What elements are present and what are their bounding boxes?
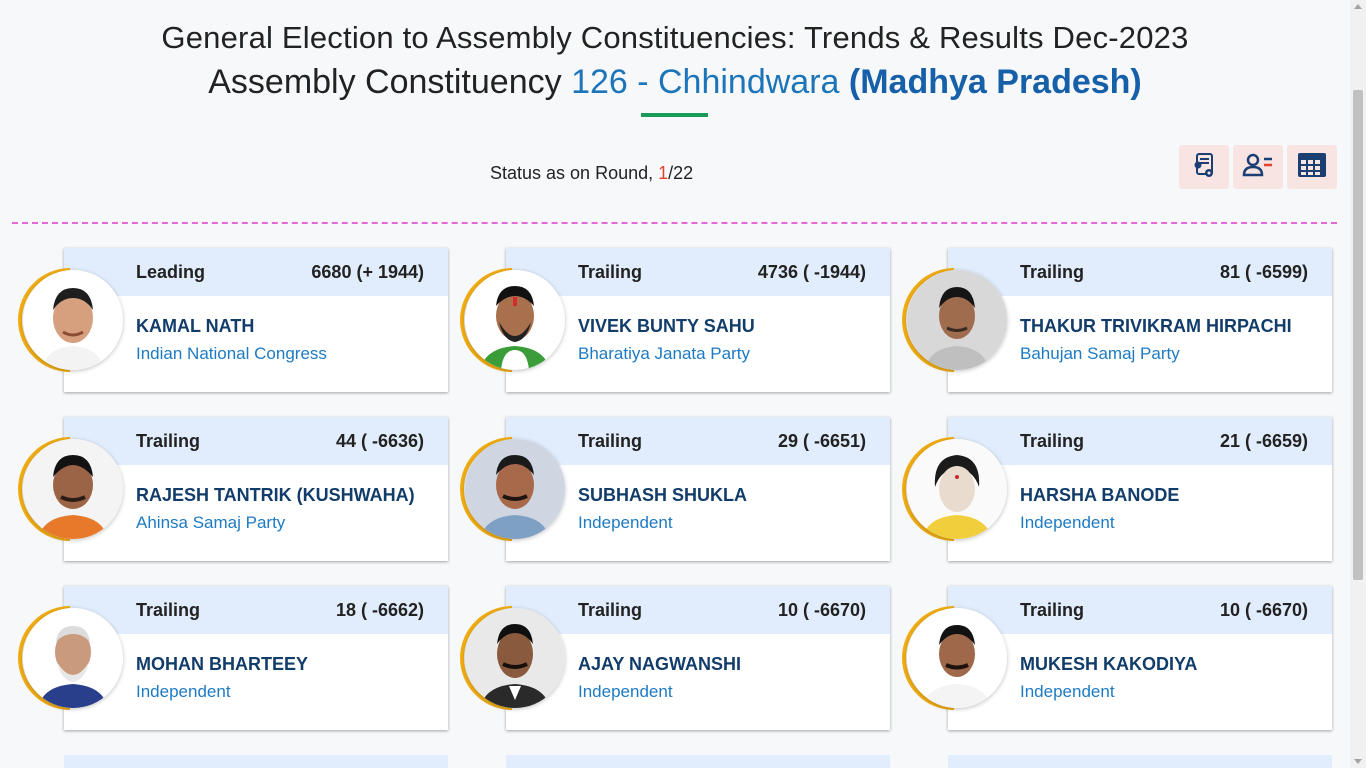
candidate-party: Independent	[578, 513, 673, 532]
candidate-party: Bharatiya Janata Party	[578, 344, 750, 363]
candidate-card[interactable]: Trailing 29 ( -6651) SUBHASH SHUKLA Inde…	[438, 415, 890, 563]
candidate-status: Leading	[136, 262, 206, 282]
candidate-votes: 6680 (+ 1944)	[311, 262, 424, 282]
candidate-photo	[465, 270, 565, 370]
candidate-photo	[23, 270, 123, 370]
candidate-photo	[907, 270, 1007, 370]
candidate-name: THAKUR TRIVIKRAM HIRPACHI	[1020, 316, 1292, 336]
candidate-name: RAJESH TANTRIK (KUSHWAHA)	[136, 485, 415, 505]
candidate-name: VIVEK BUNTY SAHU	[578, 316, 755, 336]
candidate-photo	[465, 608, 565, 708]
candidate-card-header: Trailing 44 ( -6636)	[64, 417, 448, 465]
candidate-status: Trailing	[1020, 262, 1085, 282]
constituency-title: Assembly Constituency 126 - Chhindwara (…	[0, 63, 1350, 102]
candidate-card-body: Trailing 10 ( -6670) AJAY NAGWANSHI Inde…	[506, 586, 890, 730]
candidate-status: Trailing	[578, 600, 643, 620]
candidate-card-header: Trailing 29 ( -6651)	[506, 417, 890, 465]
candidate-card[interactable]: Trailing 44 ( -6636) RAJESH TANTRIK (KUS…	[0, 415, 448, 563]
candidate-votes: 18 ( -6662)	[335, 600, 424, 620]
scroll-down-icon[interactable]	[1354, 759, 1362, 764]
candidate-name: AJAY NAGWANSHI	[578, 654, 742, 674]
candidate-party: Independent	[1020, 682, 1115, 701]
candidate-card-partial	[948, 755, 1332, 768]
candidate-card-partial	[506, 755, 890, 768]
state-name: (Madhya Pradesh)	[848, 63, 1142, 101]
candidate-card-body: Trailing 18 ( -6662) MOHAN BHARTEEY Inde…	[64, 586, 448, 730]
candidate-card-header: Trailing 10 ( -6670)	[948, 586, 1332, 634]
document-settings-icon	[1189, 150, 1219, 185]
candidate-party: Bahujan Samaj Party	[1020, 344, 1180, 363]
candidate-status: Trailing	[1020, 431, 1085, 451]
candidate-card[interactable]: Trailing 81 ( -6599) THAKUR TRIVIKRAM HI…	[880, 246, 1332, 394]
candidate-party: Independent	[136, 682, 231, 701]
candidate-card-header: Trailing 21 ( -6659)	[948, 417, 1332, 465]
candidate-card-header: Trailing 4736 ( -1944)	[506, 248, 890, 296]
candidate-party: Independent	[578, 682, 673, 701]
candidate-card-partial	[64, 755, 448, 768]
candidate-card[interactable]: Trailing 10 ( -6670) MUKESH KAKODIYA Ind…	[880, 584, 1332, 732]
candidate-votes: 29 ( -6651)	[777, 431, 866, 451]
candidate-photo	[907, 608, 1007, 708]
candidate-card-header: Trailing 10 ( -6670)	[506, 586, 890, 634]
candidate-status: Trailing	[136, 600, 201, 620]
table-view-icon	[1297, 151, 1327, 184]
candidate-card-header: Trailing 18 ( -6662)	[64, 586, 448, 634]
vertical-scrollbar[interactable]	[1350, 0, 1366, 768]
document-settings-button[interactable]	[1179, 145, 1229, 189]
candidate-votes: 10 ( -6670)	[1219, 600, 1308, 620]
candidate-card-body: Trailing 29 ( -6651) SUBHASH SHUKLA Inde…	[506, 417, 890, 561]
candidate-card-header: Trailing 81 ( -6599)	[948, 248, 1332, 296]
candidate-card-body: Trailing 44 ( -6636) RAJESH TANTRIK (KUS…	[64, 417, 448, 561]
candidate-card[interactable]: Trailing 4736 ( -1944) VIVEK BUNTY SAHU …	[438, 246, 890, 394]
round-status-label: Status as on Round,	[490, 163, 654, 183]
total-rounds: /22	[668, 163, 694, 183]
candidate-party: Independent	[1020, 513, 1115, 532]
candidate-votes: 44 ( -6636)	[335, 431, 424, 451]
current-round: 1	[658, 163, 669, 183]
candidate-name: MOHAN BHARTEEY	[136, 654, 309, 674]
candidate-card-body: Trailing 21 ( -6659) HARSHA BANODE Indep…	[948, 417, 1332, 561]
candidate-card[interactable]: Trailing 21 ( -6659) HARSHA BANODE Indep…	[880, 415, 1332, 563]
candidate-name: MUKESH KAKODIYA	[1020, 654, 1198, 674]
candidate-card-header: Leading 6680 (+ 1944)	[64, 248, 448, 296]
candidate-status: Trailing	[136, 431, 201, 451]
candidate-photo	[465, 439, 565, 539]
candidate-photo	[907, 439, 1007, 539]
candidate-status: Trailing	[578, 431, 643, 451]
candidate-status: Trailing	[578, 262, 643, 282]
round-status: Status as on Round, 1/22	[490, 163, 693, 184]
constituency-prefix: Assembly Constituency	[208, 63, 562, 101]
candidate-list-button[interactable]	[1233, 145, 1283, 189]
section-divider	[12, 222, 1337, 224]
candidate-votes: 81 ( -6599)	[1219, 262, 1308, 282]
candidate-votes: 21 ( -6659)	[1219, 431, 1308, 451]
candidate-status: Trailing	[1020, 600, 1085, 620]
constituency-number-name: 126 - Chhindwara	[571, 63, 840, 101]
candidate-card-body: Trailing 4736 ( -1944) VIVEK BUNTY SAHU …	[506, 248, 890, 392]
scroll-up-icon[interactable]	[1354, 4, 1362, 9]
candidate-card[interactable]: Trailing 10 ( -6670) AJAY NAGWANSHI Inde…	[438, 584, 890, 732]
candidate-party: Indian National Congress	[136, 344, 327, 363]
candidate-list-icon	[1242, 150, 1274, 185]
page-title: General Election to Assembly Constituenc…	[161, 20, 1189, 55]
candidate-card[interactable]: Leading 6680 (+ 1944) KAMAL NATH Indian …	[0, 246, 448, 394]
candidate-party: Ahinsa Samaj Party	[136, 513, 286, 532]
candidate-name: HARSHA BANODE	[1020, 485, 1180, 505]
candidate-votes: 10 ( -6670)	[777, 600, 866, 620]
title-underline	[641, 113, 708, 117]
candidate-photo	[23, 608, 123, 708]
candidate-card-body: Trailing 10 ( -6670) MUKESH KAKODIYA Ind…	[948, 586, 1332, 730]
candidate-card-body: Trailing 81 ( -6599) THAKUR TRIVIKRAM HI…	[948, 248, 1332, 392]
table-view-button[interactable]	[1287, 145, 1337, 189]
candidate-card[interactable]: Trailing 18 ( -6662) MOHAN BHARTEEY Inde…	[0, 584, 448, 732]
candidate-photo	[23, 439, 123, 539]
scroll-thumb[interactable]	[1353, 90, 1363, 580]
candidate-votes: 4736 ( -1944)	[757, 262, 866, 282]
candidate-card-body: Leading 6680 (+ 1944) KAMAL NATH Indian …	[64, 248, 448, 392]
candidate-name: SUBHASH SHUKLA	[578, 485, 748, 505]
candidate-name: KAMAL NATH	[136, 316, 255, 336]
